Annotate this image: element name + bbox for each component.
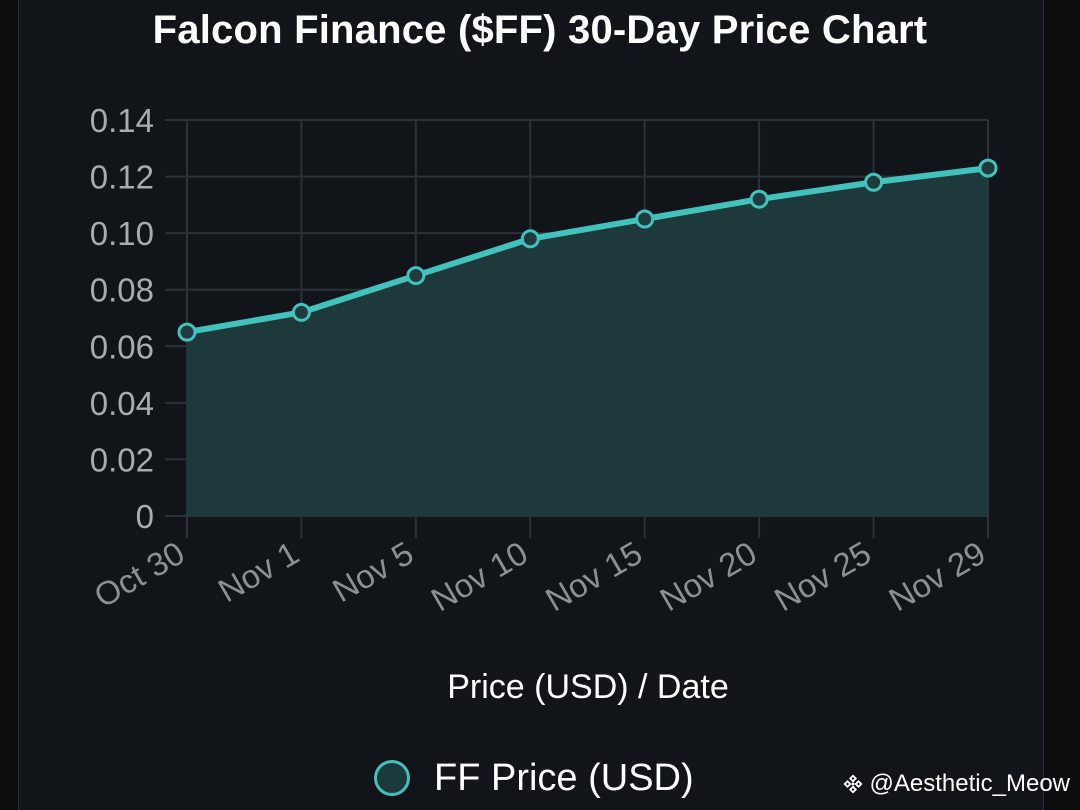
data-point-nov-5[interactable] — [406, 266, 426, 286]
watermark-handle: @Aesthetic_Meow — [869, 770, 1070, 797]
x-tick-label: Nov 5 — [326, 534, 419, 609]
y-tick-label: 0.04 — [90, 385, 154, 422]
x-tick-label: Nov 25 — [768, 534, 877, 618]
y-tick-label: 0.02 — [90, 441, 154, 478]
y-tick-label: 0.14 — [90, 102, 154, 139]
x-tick-label: Nov 20 — [654, 534, 763, 618]
y-tick-label: 0.12 — [90, 159, 154, 196]
price-line — [186, 165, 989, 336]
chart-title: Falcon Finance ($FF) 30-Day Price Chart — [152, 8, 928, 52]
x-tick-label: Nov 29 — [882, 534, 991, 618]
data-point-nov-29[interactable] — [978, 158, 998, 178]
legend-label: FF Price (USD) — [434, 756, 694, 799]
data-point-nov-10[interactable] — [520, 229, 540, 249]
y-tick-label: 0.06 — [90, 328, 154, 365]
data-point-nov-20[interactable] — [749, 189, 769, 209]
data-point-nov-25[interactable] — [864, 172, 884, 192]
y-tick-label: 0.10 — [90, 215, 154, 252]
y-tick-label: 0.08 — [90, 272, 154, 309]
legend-swatch-icon — [374, 760, 410, 796]
x-axis-label: Price (USD) / Date — [447, 668, 729, 706]
x-tick-label: Oct 30 — [88, 534, 191, 615]
binance-logo-icon — [843, 774, 863, 794]
price-area-fill — [187, 168, 988, 517]
watermark: @Aesthetic_Meow — [842, 770, 1070, 798]
y-tick-label: 0 — [136, 498, 154, 535]
x-tick-label: Nov 10 — [425, 534, 534, 618]
x-tick-label: Nov 15 — [539, 534, 648, 618]
data-point-nov-1[interactable] — [291, 302, 311, 322]
x-tick-label: Nov 1 — [212, 534, 305, 609]
x-axis-ticks: Oct 30 Nov 1 Nov 5 Nov 10 Nov 15 Nov 20 Nov 25… — [88, 534, 992, 618]
legend[interactable]: FF Price (USD) — [374, 752, 694, 804]
data-point-oct-30[interactable] — [177, 322, 197, 342]
series-ff-price — [177, 158, 998, 517]
y-axis-ticks: 0 0.02 0.04 0.06 0.08 0.10 0.12 0.14 — [90, 102, 154, 535]
data-point-nov-15[interactable] — [635, 209, 655, 229]
